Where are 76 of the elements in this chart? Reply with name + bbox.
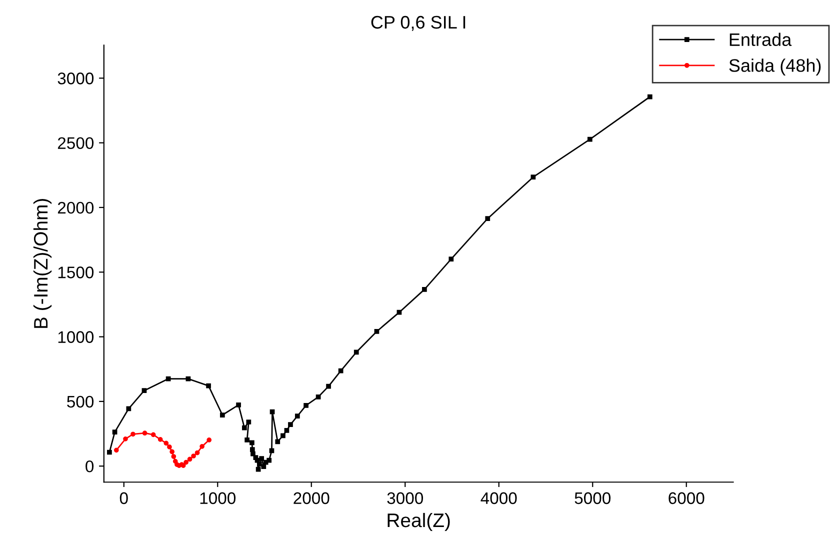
point	[112, 430, 118, 435]
point	[142, 388, 147, 394]
y-tick-label: 0	[86, 460, 94, 472]
x-tick-label: 6000	[668, 492, 704, 504]
y-tick-label: 3000	[58, 72, 94, 84]
point	[256, 466, 261, 472]
x-tick-label: 1000	[200, 492, 236, 504]
point	[354, 350, 359, 355]
point	[257, 462, 262, 466]
point	[194, 450, 200, 456]
point	[167, 444, 172, 450]
legend-label: Saida (48h)	[729, 58, 821, 76]
x-tick-label: 5000	[574, 492, 611, 504]
point	[142, 430, 148, 436]
point	[236, 402, 241, 408]
point	[259, 456, 264, 462]
point	[171, 454, 176, 459]
y-tick-label: 2000	[58, 202, 94, 214]
point	[130, 432, 136, 437]
point	[172, 458, 178, 464]
point	[158, 437, 163, 442]
point	[187, 456, 192, 462]
point	[242, 425, 247, 430]
point	[316, 394, 321, 400]
point	[250, 440, 254, 446]
point	[206, 438, 212, 442]
point	[250, 451, 256, 456]
y-axis-title: B (-Im(Z)/Ohm)	[33, 198, 52, 328]
point	[170, 449, 174, 454]
point	[184, 460, 188, 465]
y-tick-label: 2500	[58, 137, 94, 150]
point	[326, 384, 331, 389]
y-tick-label: 1500	[58, 266, 94, 278]
point	[261, 464, 266, 470]
point	[304, 403, 308, 408]
point	[266, 458, 272, 463]
y-tick-label: 500	[67, 396, 94, 408]
point	[250, 447, 255, 452]
point	[374, 329, 380, 334]
point	[587, 136, 592, 142]
point	[206, 383, 211, 388]
point	[114, 448, 119, 453]
point	[166, 376, 171, 382]
point	[200, 444, 204, 449]
legend-label: Entrada	[730, 32, 792, 46]
point	[107, 450, 112, 455]
x-tick-label: 2000	[294, 492, 330, 504]
x-tick-label: 3000	[387, 492, 424, 504]
point	[422, 287, 427, 292]
point	[191, 454, 196, 458]
point	[448, 256, 454, 262]
point	[284, 428, 290, 433]
point	[288, 422, 293, 428]
point	[164, 440, 169, 446]
point	[647, 94, 652, 100]
y-tick-label: 1000	[58, 331, 94, 343]
point	[338, 368, 344, 374]
point	[270, 409, 275, 414]
point	[186, 376, 191, 382]
x-axis-title: Real(Z)	[388, 512, 450, 532]
x-tick-label: 0	[120, 492, 128, 504]
point	[294, 414, 300, 418]
point	[275, 439, 280, 444]
point	[396, 310, 402, 315]
point	[244, 438, 250, 442]
point	[280, 433, 286, 438]
point	[530, 174, 536, 180]
point	[123, 436, 128, 442]
point	[220, 412, 225, 418]
point	[485, 216, 490, 222]
x-tick-label: 4000	[480, 492, 517, 504]
point	[246, 420, 252, 424]
point	[126, 406, 132, 412]
chart-title: CP 0,6 SIL I	[371, 16, 466, 31]
point	[150, 432, 156, 438]
point	[269, 448, 274, 454]
